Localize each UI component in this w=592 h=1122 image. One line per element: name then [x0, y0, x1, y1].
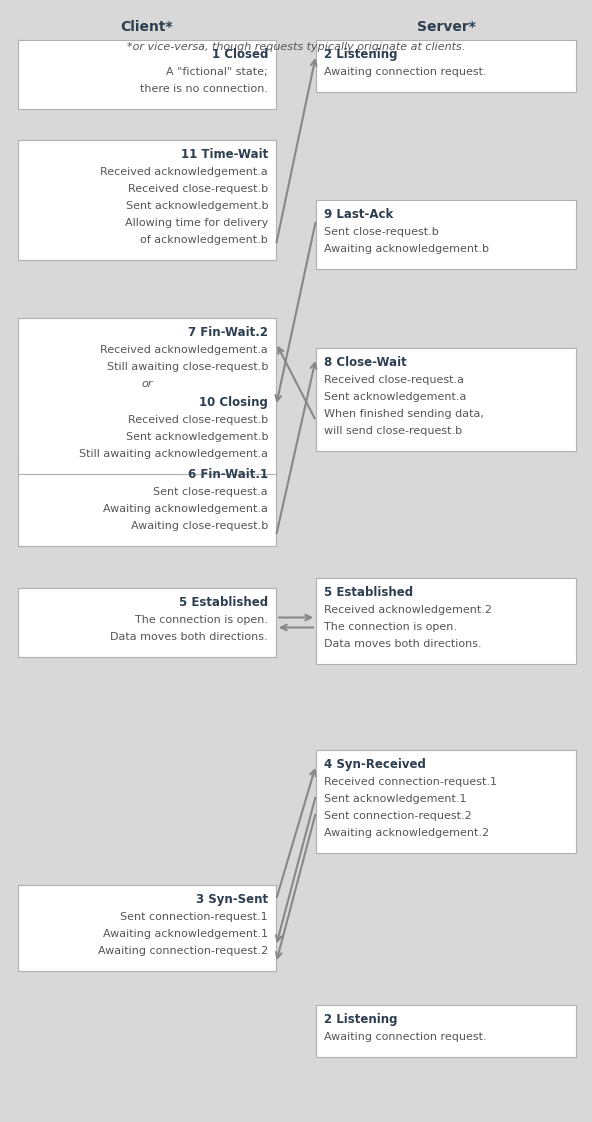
Text: 9 Last-Ack: 9 Last-Ack: [324, 208, 393, 221]
FancyBboxPatch shape: [316, 200, 576, 269]
Text: Sent connection-request.2: Sent connection-request.2: [324, 811, 472, 821]
Text: Allowing time for delivery: Allowing time for delivery: [125, 218, 268, 228]
FancyBboxPatch shape: [18, 40, 276, 109]
Text: of acknowledgement.b: of acknowledgement.b: [140, 234, 268, 245]
Text: Sent close-request.a: Sent close-request.a: [153, 487, 268, 497]
Text: Awaiting acknowledgement.1: Awaiting acknowledgement.1: [103, 929, 268, 939]
Text: Awaiting acknowledgement.b: Awaiting acknowledgement.b: [324, 243, 489, 254]
FancyBboxPatch shape: [316, 1005, 576, 1057]
Text: Sent close-request.b: Sent close-request.b: [324, 227, 439, 237]
Text: Still awaiting close-request.b: Still awaiting close-request.b: [107, 362, 268, 373]
FancyBboxPatch shape: [316, 348, 576, 451]
Text: Received acknowledgement.2: Received acknowledgement.2: [324, 605, 492, 615]
Text: there is no connection.: there is no connection.: [140, 84, 268, 94]
Text: Sent acknowledgement.b: Sent acknowledgement.b: [126, 201, 268, 211]
FancyBboxPatch shape: [316, 578, 576, 664]
FancyBboxPatch shape: [18, 885, 276, 971]
FancyBboxPatch shape: [18, 460, 276, 546]
Text: 8 Close-Wait: 8 Close-Wait: [324, 356, 407, 369]
Text: The connection is open.: The connection is open.: [135, 615, 268, 625]
Text: Awaiting close-request.b: Awaiting close-request.b: [131, 521, 268, 531]
Text: 3 Syn-Sent: 3 Syn-Sent: [196, 893, 268, 905]
Text: Received close-request.b: Received close-request.b: [128, 415, 268, 425]
Text: will send close-request.b: will send close-request.b: [324, 426, 462, 436]
Text: 5 Established: 5 Established: [324, 586, 413, 599]
FancyBboxPatch shape: [18, 588, 276, 657]
Text: 7 Fin-Wait.2: 7 Fin-Wait.2: [188, 327, 268, 339]
Text: 2 Listening: 2 Listening: [324, 48, 397, 61]
Text: *or vice-versa, though requests typically originate at clients.: *or vice-versa, though requests typicall…: [127, 42, 465, 52]
Text: 5 Established: 5 Established: [179, 596, 268, 609]
Text: 6 Fin-Wait.1: 6 Fin-Wait.1: [188, 468, 268, 481]
Text: Sent connection-request.1: Sent connection-request.1: [120, 912, 268, 922]
Text: 10 Closing: 10 Closing: [199, 396, 268, 410]
Text: Awaiting acknowledgement.2: Awaiting acknowledgement.2: [324, 828, 489, 838]
Text: Awaiting connection request.: Awaiting connection request.: [324, 67, 487, 77]
Text: Client*: Client*: [121, 20, 173, 34]
Text: Received acknowledgement.a: Received acknowledgement.a: [100, 167, 268, 177]
Text: Awaiting connection-request.2: Awaiting connection-request.2: [98, 946, 268, 956]
Text: Data moves both directions.: Data moves both directions.: [324, 640, 482, 649]
Text: 1 Closed: 1 Closed: [211, 48, 268, 61]
Text: Data moves both directions.: Data moves both directions.: [110, 632, 268, 642]
Text: Sent acknowledgement.b: Sent acknowledgement.b: [126, 432, 268, 442]
Text: A "fictional" state;: A "fictional" state;: [166, 67, 268, 77]
Text: Server*: Server*: [417, 20, 475, 34]
Text: 4 Syn-Received: 4 Syn-Received: [324, 758, 426, 771]
Text: Received close-request.b: Received close-request.b: [128, 184, 268, 194]
Text: Sent acknowledgement.1: Sent acknowledgement.1: [324, 794, 466, 804]
FancyBboxPatch shape: [316, 40, 576, 92]
Text: When finished sending data,: When finished sending data,: [324, 410, 484, 419]
Text: 11 Time-Wait: 11 Time-Wait: [181, 148, 268, 160]
Text: or: or: [141, 379, 153, 389]
Text: Received connection-request.1: Received connection-request.1: [324, 778, 497, 787]
Text: The connection is open.: The connection is open.: [324, 622, 457, 632]
FancyBboxPatch shape: [18, 140, 276, 260]
Text: Received close-request.a: Received close-request.a: [324, 375, 464, 385]
Text: Awaiting connection request.: Awaiting connection request.: [324, 1032, 487, 1042]
Text: Awaiting acknowledgement.a: Awaiting acknowledgement.a: [103, 504, 268, 514]
FancyBboxPatch shape: [18, 318, 276, 473]
Text: 2 Listening: 2 Listening: [324, 1013, 397, 1026]
Text: Sent acknowledgement.a: Sent acknowledgement.a: [324, 392, 466, 402]
Text: Received acknowledgement.a: Received acknowledgement.a: [100, 344, 268, 355]
Text: Still awaiting acknowledgement.a: Still awaiting acknowledgement.a: [79, 449, 268, 459]
FancyBboxPatch shape: [316, 749, 576, 853]
